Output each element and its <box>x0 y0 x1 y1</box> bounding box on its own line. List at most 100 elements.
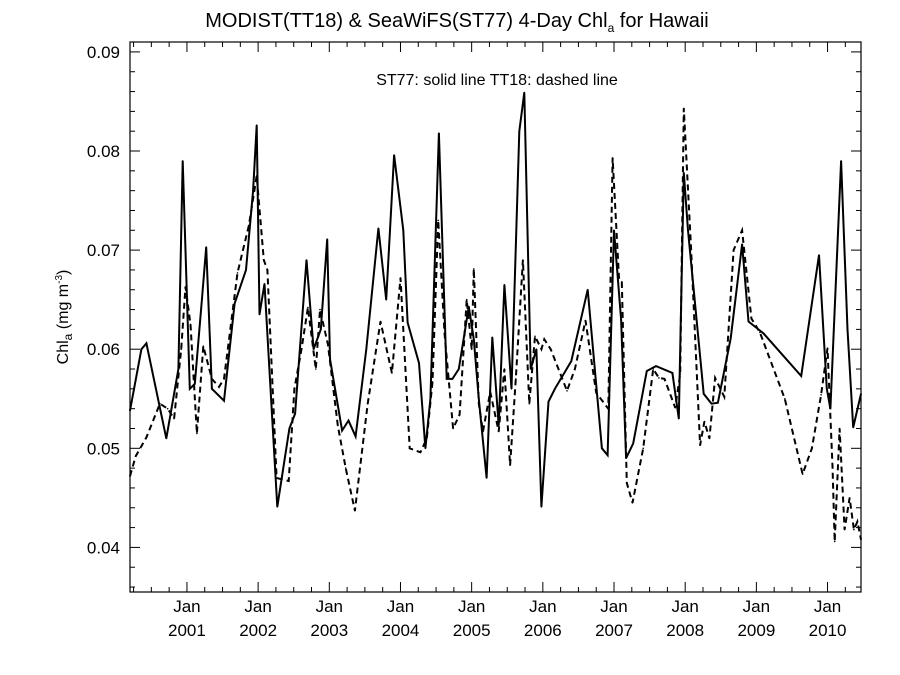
y-tick-label: 0.06 <box>87 340 120 359</box>
data-point-st77 <box>523 91 526 94</box>
data-point-st77 <box>687 229 689 232</box>
x-tick-label-month: Jan <box>173 597 200 616</box>
data-point-st77 <box>800 375 802 377</box>
x-tick-label-month: Jan <box>671 597 698 616</box>
data-point-st77 <box>846 328 849 331</box>
data-point-tt18 <box>833 540 836 543</box>
data-point-tt18 <box>266 269 269 271</box>
data-point-st77 <box>655 365 657 367</box>
data-point-st77 <box>547 400 550 403</box>
data-point-st77 <box>258 313 261 316</box>
data-point-tt18 <box>843 528 846 531</box>
data-point-st77 <box>326 238 329 240</box>
data-point-st77 <box>818 254 820 256</box>
data-point-st77 <box>341 429 343 432</box>
data-point-tt18 <box>255 175 258 177</box>
data-point-tt18 <box>465 298 468 301</box>
data-point-st77 <box>393 154 395 156</box>
data-point-tt18 <box>503 368 506 370</box>
data-point-st77 <box>518 130 521 132</box>
data-point-tt18 <box>478 402 480 405</box>
data-point-tt18 <box>263 259 265 261</box>
data-point-st77 <box>406 321 409 324</box>
data-point-st77 <box>702 393 705 395</box>
x-tick-label-year: 2003 <box>310 621 348 640</box>
data-point-tt18 <box>528 402 531 405</box>
data-point-tt18 <box>611 157 614 159</box>
x-tick-label-year: 2010 <box>809 621 847 640</box>
data-point-tt18 <box>848 497 851 499</box>
data-point-tt18 <box>607 407 610 410</box>
data-point-tt18 <box>732 249 735 251</box>
data-point-st77 <box>165 437 168 440</box>
data-point-tt18 <box>344 467 347 469</box>
data-point-st77 <box>354 435 357 438</box>
data-point-st77 <box>276 506 279 508</box>
data-point-tt18 <box>134 455 137 458</box>
data-point-st77 <box>710 402 713 405</box>
data-point-st77 <box>451 378 454 380</box>
data-point-st77 <box>312 348 315 351</box>
data-point-st77 <box>717 401 719 404</box>
data-point-st77 <box>245 269 247 271</box>
data-point-tt18 <box>236 272 239 274</box>
data-point-tt18 <box>683 107 685 110</box>
chart-title-text: MODIST(TT18) & SeaWiFS(ST77) 4-Day Chla … <box>205 10 708 35</box>
data-point-tt18 <box>473 268 475 270</box>
data-point-tt18 <box>831 465 834 467</box>
data-point-st77 <box>377 227 380 230</box>
y-tick-label: 0.04 <box>87 538 120 557</box>
x-axis-ticks: Jan 2001 Jan 2002 Jan 2003 Jan 2004 Jan 2005 Jan 20… <box>133 42 847 640</box>
data-point-st77 <box>429 398 432 400</box>
x-tick-label-month: Jan <box>529 597 556 616</box>
data-point-st77 <box>586 288 589 291</box>
data-point-tt18 <box>549 348 552 351</box>
data-point-tt18 <box>180 348 182 351</box>
data-point-tt18 <box>366 402 369 405</box>
x-tick-label-year: 2008 <box>666 621 704 640</box>
legend-note: ST77: solid line TT18: dashed line <box>376 72 618 89</box>
data-point-st77 <box>294 412 296 415</box>
x-tick-label-year: 2009 <box>737 621 775 640</box>
data-point-st77 <box>263 283 266 285</box>
data-point-tt18 <box>315 368 317 370</box>
data-point-st77 <box>632 442 634 445</box>
y-tick-label: 0.05 <box>87 439 120 458</box>
data-point-st77 <box>852 426 854 429</box>
data-point-tt18 <box>574 368 576 370</box>
data-point-tt18 <box>714 377 716 379</box>
data-point-tt18 <box>759 331 761 334</box>
data-point-tt18 <box>595 392 597 394</box>
data-point-tt18 <box>826 347 829 350</box>
data-point-st77 <box>347 419 350 422</box>
x-tick-label-year: 2004 <box>382 621 420 640</box>
data-point-tt18 <box>211 378 213 380</box>
data-point-st77 <box>365 348 368 351</box>
data-point-tt18 <box>699 444 701 447</box>
data-point-tt18 <box>452 427 454 430</box>
data-point-tt18 <box>750 317 753 320</box>
data-point-st77 <box>288 427 291 430</box>
data-point-tt18 <box>159 402 161 405</box>
data-point-tt18 <box>838 427 841 430</box>
data-point-tt18 <box>307 306 309 309</box>
x-tick-label-month: Jan <box>458 597 485 616</box>
data-point-tt18 <box>354 509 356 512</box>
data-point-st77 <box>485 477 488 479</box>
data-point-tt18 <box>293 388 296 390</box>
data-point-tt18 <box>534 335 536 338</box>
data-point-st77 <box>860 393 862 395</box>
data-point-st77 <box>329 358 331 360</box>
data-point-tt18 <box>784 398 786 400</box>
data-point-tt18 <box>708 437 711 440</box>
data-point-tt18 <box>189 323 192 326</box>
data-point-tt18 <box>584 319 587 322</box>
data-point-tt18 <box>618 277 620 279</box>
data-point-tt18 <box>626 482 628 484</box>
data-point-st77 <box>840 160 842 162</box>
data-point-tt18 <box>811 447 813 450</box>
data-point-tt18 <box>642 447 644 450</box>
data-point-st77 <box>503 284 506 286</box>
data-point-tt18 <box>470 348 473 351</box>
data-point-tt18 <box>741 229 743 232</box>
